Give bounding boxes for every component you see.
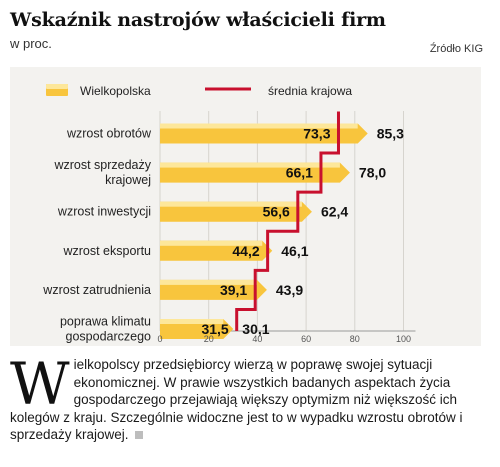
bar-highlight <box>160 201 302 207</box>
category-label: wzrost eksportu <box>62 244 151 258</box>
source-note: Źródło KIG <box>429 43 483 55</box>
data-label-srednia: 56,6 <box>263 204 290 220</box>
data-label-wielkopolska: 85,3 <box>377 126 404 142</box>
data-label-wielkopolska: 78,0 <box>359 165 386 181</box>
data-label-srednia: 66,1 <box>286 165 313 181</box>
category-label: poprawa klimatu <box>60 315 151 329</box>
x-tick-label: 60 <box>301 334 311 344</box>
chart-area: Wielkopolska średnia krajowa 73,3 85,3 wzros… <box>10 67 481 346</box>
article-text: ielkopolscy przedsiębiorcy wierzą w popr… <box>10 357 463 442</box>
bar-highlight <box>160 279 257 285</box>
legend-label-srednia: średnia krajowa <box>268 84 352 98</box>
data-label-srednia: 44,2 <box>232 243 259 259</box>
category-label: wzrost sprzedaży <box>53 158 151 172</box>
data-label-srednia: 31,5 <box>201 321 228 337</box>
category-label: wzrost inwestycji <box>57 205 151 219</box>
x-tick-label: 0 <box>157 334 162 344</box>
bar-highlight <box>160 319 224 324</box>
chart-subtitle: w proc. <box>10 36 52 51</box>
data-label-wielkopolska: 30,1 <box>242 321 269 337</box>
bar-highlight <box>160 240 263 246</box>
category-label: krajowej <box>105 173 151 187</box>
data-label-wielkopolska: 62,4 <box>321 204 348 220</box>
category-label: wzrost obrotów <box>66 127 152 141</box>
dropcap: W <box>10 350 70 418</box>
category-label: gospodarczego <box>66 330 152 344</box>
end-of-article-mark <box>134 431 143 440</box>
bar-highlight <box>160 123 358 129</box>
category-label: wzrost zatrudnienia <box>42 283 151 297</box>
data-label-srednia: 39,1 <box>220 282 247 298</box>
x-tick-label: 20 <box>204 334 214 344</box>
legend-label-wielkopolska: Wielkopolska <box>80 84 151 98</box>
bar-chart: Wielkopolska średnia krajowa 73,3 85,3 wzros… <box>42 84 416 344</box>
chart-title: Wskaźnik nastrojów właścicieli firm <box>10 9 386 31</box>
x-tick-label: 40 <box>252 334 262 344</box>
data-label-wielkopolska: 46,1 <box>281 243 308 259</box>
x-tick-label: 100 <box>396 334 411 344</box>
line-srednia-krajowa <box>235 111 340 331</box>
legend-swatch-highlight <box>46 84 68 89</box>
x-tick-label: 80 <box>350 334 360 344</box>
data-label-wielkopolska: 43,9 <box>276 282 303 298</box>
bar-highlight <box>160 162 340 168</box>
data-label-srednia: 73,3 <box>303 126 330 142</box>
bar-wielkopolska <box>160 162 350 183</box>
